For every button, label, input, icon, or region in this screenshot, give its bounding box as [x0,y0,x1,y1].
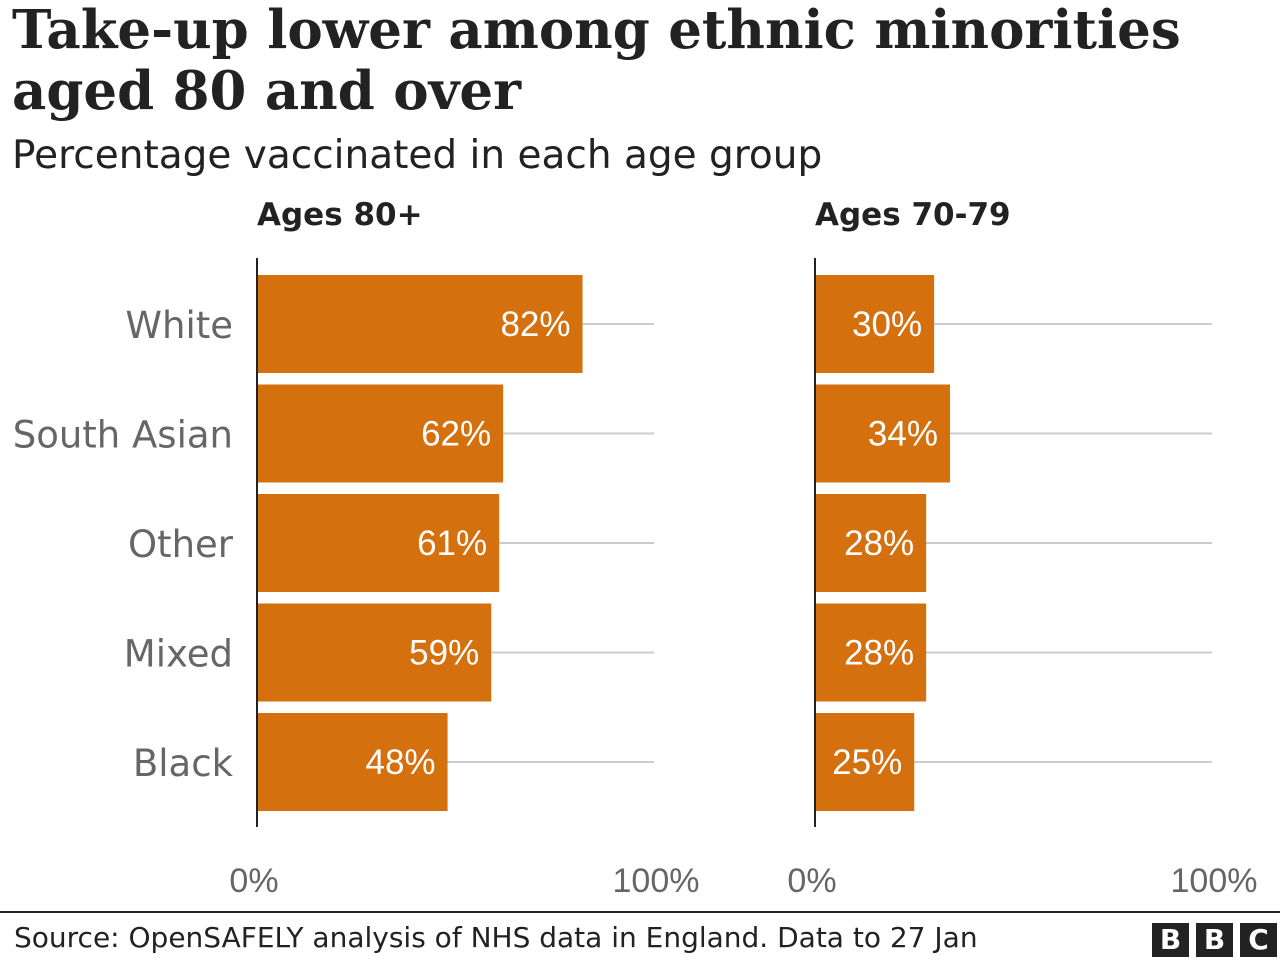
footer-divider [0,911,1280,913]
bbc-logo-letter: C [1240,923,1277,957]
chart-subtitle: Percentage vaccinated in each age group [12,133,823,178]
bar [815,603,927,702]
category-label: South Asian [13,414,233,457]
bar [815,384,950,483]
category-label: White [125,304,233,347]
bar [257,494,500,592]
panel-title: Ages 70-79 [815,197,1011,233]
bar-value-label: 25% [832,743,902,782]
bar [257,384,504,483]
bar-value-label: 59% [409,634,479,673]
bar-value-label: 34% [868,415,938,454]
bbc-logo-letter: B [1196,923,1233,957]
category-label: Black [133,742,234,785]
chart-title: Take-up lower among ethnic minorities ag… [12,0,1181,122]
x-tick-label: 100% [613,862,700,900]
panel-title: Ages 80+ [257,197,423,233]
bar-value-label: 61% [417,524,487,563]
bar [815,713,915,811]
source-note: Source: OpenSAFELY analysis of NHS data … [14,921,978,954]
bar [815,494,927,592]
bar-value-label: 28% [844,634,914,673]
bbc-logo: B B C [1152,923,1277,957]
x-tick-label: 0% [787,862,836,900]
category-label: Mixed [124,633,233,676]
bar-value-label: 48% [365,743,435,782]
bar-value-label: 82% [500,305,570,344]
chart-svg: Ages 80+ 82% 62% 61% 59% 48% 0% 100% Ages 70-79 3… [13,197,1258,900]
bar [257,275,583,373]
bar-value-label: 28% [844,524,914,563]
bar-value-label: 30% [852,305,922,344]
bar [257,603,492,702]
bar [815,275,935,373]
x-tick-label: 0% [229,862,278,900]
x-tick-label: 100% [1171,862,1258,900]
category-label: Other [128,523,234,566]
bar-value-label: 62% [421,415,491,454]
bbc-logo-letter: B [1152,923,1189,957]
bar [257,713,448,811]
